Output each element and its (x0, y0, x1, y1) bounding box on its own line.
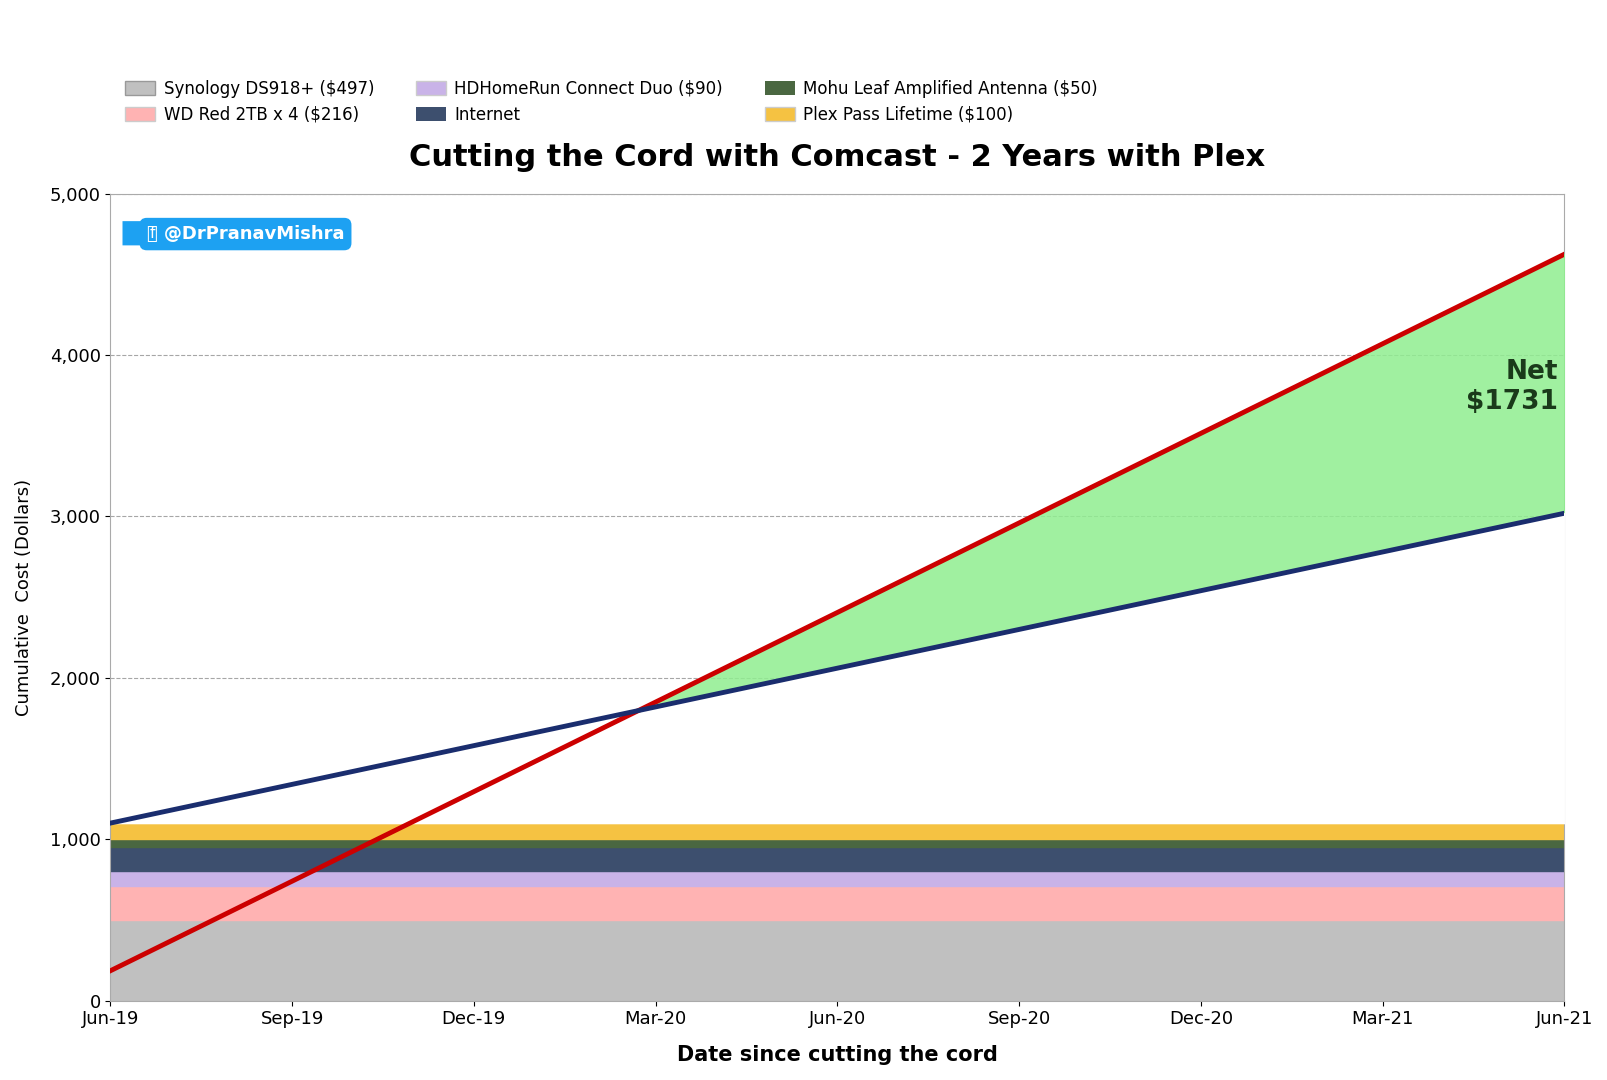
Text: Net
$1731: Net $1731 (1466, 360, 1557, 416)
Legend: Synology DS918+ ($497), WD Red 2TB x 4 ($216), HDHomeRun Connect Duo ($90), Inte: Synology DS918+ ($497), WD Red 2TB x 4 (… (119, 73, 1104, 131)
Text: f: f (149, 226, 156, 241)
X-axis label: Date since cutting the cord: Date since cutting the cord (677, 1045, 998, 1065)
Y-axis label: Cumulative  Cost (Dollars): Cumulative Cost (Dollars) (14, 478, 34, 716)
FancyBboxPatch shape (122, 221, 183, 245)
Text: 🐦 @DrPranavMishra: 🐦 @DrPranavMishra (146, 225, 344, 243)
Title: Cutting the Cord with Comcast - 2 Years with Plex: Cutting the Cord with Comcast - 2 Years … (410, 143, 1265, 172)
